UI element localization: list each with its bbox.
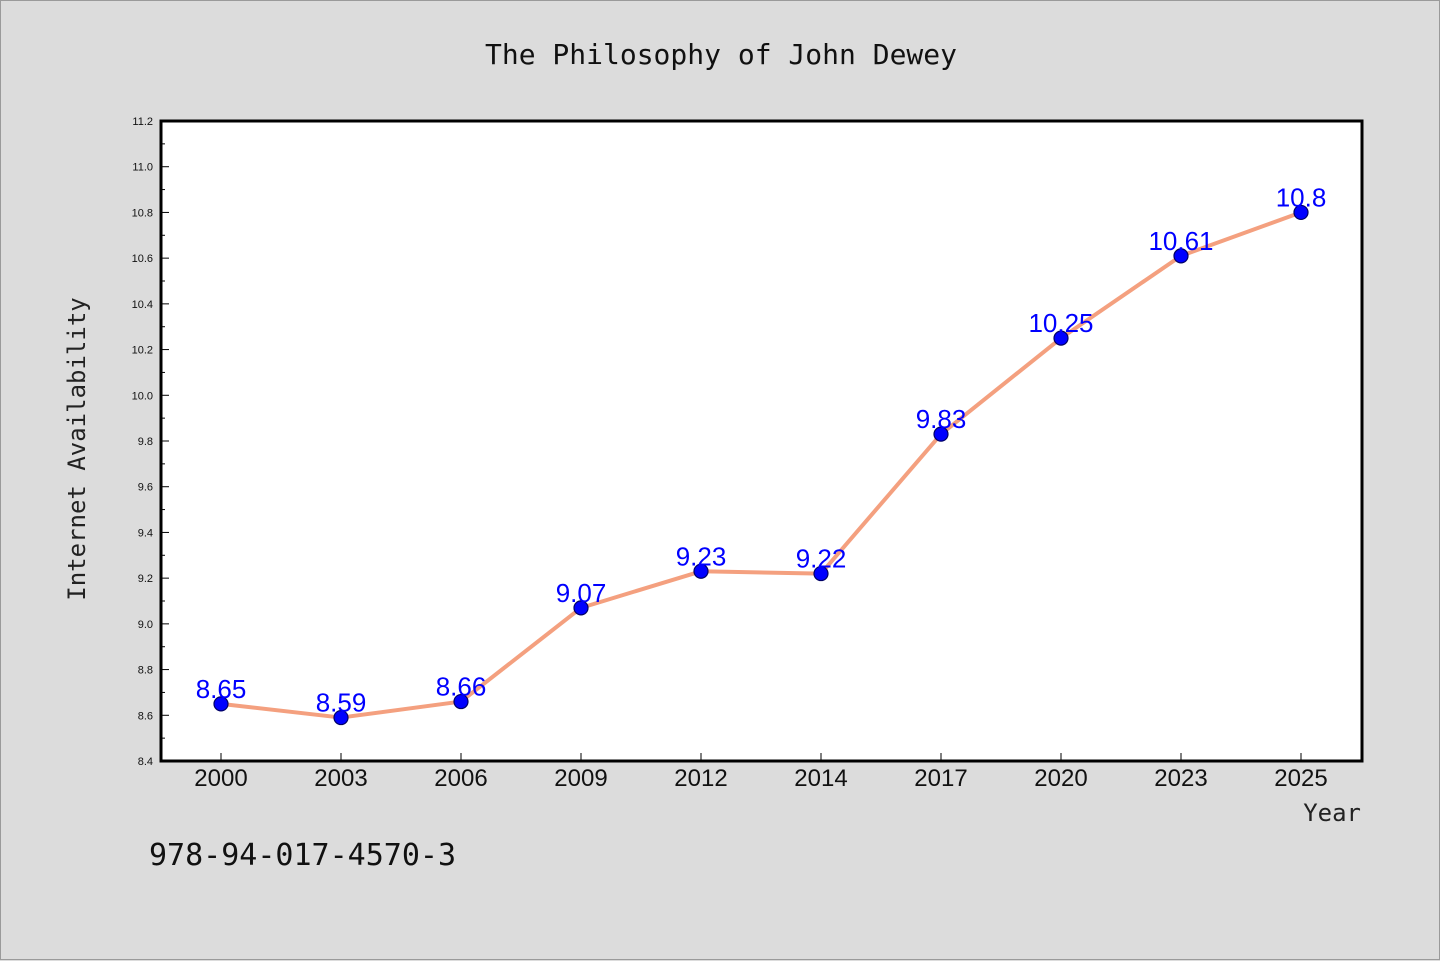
y-tick-label: 8.4 — [138, 756, 153, 768]
y-tick-label: 10.4 — [132, 299, 153, 311]
data-label: 9.07 — [556, 578, 607, 608]
x-tick-label: 2023 — [1154, 765, 1207, 792]
data-label: 9.83 — [916, 404, 967, 434]
data-label: 9.22 — [796, 544, 847, 574]
data-point — [693, 563, 709, 579]
data-point — [573, 600, 589, 616]
y-tick-label: 9.8 — [138, 436, 153, 448]
isbn-annotation: 978-94-017-4570-3 — [149, 838, 456, 873]
x-tick-label: 2003 — [314, 765, 367, 792]
plot-area — [161, 121, 1362, 761]
data-label: 8.59 — [316, 688, 367, 718]
y-tick-label: 10.2 — [132, 345, 153, 357]
y-tick-label: 10.8 — [132, 207, 153, 219]
x-tick-label: 2000 — [194, 765, 247, 792]
data-label: 8.65 — [196, 674, 247, 704]
y-tick-label: 11.0 — [132, 162, 153, 174]
x-tick-label: 2012 — [674, 765, 727, 792]
data-point — [1173, 248, 1189, 264]
data-label: 10.8 — [1276, 182, 1327, 212]
y-tick-label: 10.0 — [132, 390, 153, 402]
y-tick-label: 9.6 — [138, 482, 153, 494]
y-tick-label: 8.8 — [138, 665, 153, 677]
y-axis: 8.4 8.6 8.8 9.0 9.2 9.4 9.6 9.8 10.0 10.2 10.4 10.6… — [132, 116, 169, 768]
data-label: 10.61 — [1148, 226, 1213, 256]
x-tick-label: 2006 — [434, 765, 487, 792]
y-axis-label: Internet Availability — [63, 297, 91, 600]
data-point — [213, 696, 229, 712]
series-layer: 8.65 8.59 8.66 9.07 9.23 9.22 9.83 10.25 10.61 10… — [196, 182, 1327, 726]
y-tick-label: 9.2 — [138, 573, 153, 585]
x-tick-label: 2017 — [914, 765, 967, 792]
data-point — [1053, 330, 1069, 346]
y-tick-label: 9.0 — [138, 619, 153, 631]
data-point — [933, 426, 949, 442]
y-tick-label: 8.6 — [138, 710, 153, 722]
y-tick-label: 11.2 — [132, 116, 153, 128]
y-tick-label: 10.6 — [132, 253, 153, 265]
data-point — [1293, 204, 1309, 221]
x-tick-label: 2020 — [1034, 765, 1087, 792]
data-point — [333, 709, 349, 726]
chart-title: The Philosophy of John Dewey — [485, 38, 957, 71]
x-axis: 2000 2003 2006 2009 2012 2014 2017 2020 2023 2025 — [194, 753, 1328, 792]
data-point — [813, 565, 829, 582]
x-tick-label: 2014 — [794, 765, 847, 792]
data-label: 8.66 — [436, 672, 487, 702]
x-axis-label: Year — [1303, 799, 1361, 827]
y-tick-label: 9.4 — [138, 527, 153, 539]
series-line — [219, 210, 1303, 720]
x-tick-label: 2009 — [554, 765, 607, 792]
data-label: 10.25 — [1028, 308, 1093, 338]
data-label: 9.23 — [676, 541, 727, 571]
plot-frame — [159, 119, 1364, 763]
data-point — [453, 693, 469, 710]
x-tick-label: 2025 — [1274, 765, 1327, 792]
